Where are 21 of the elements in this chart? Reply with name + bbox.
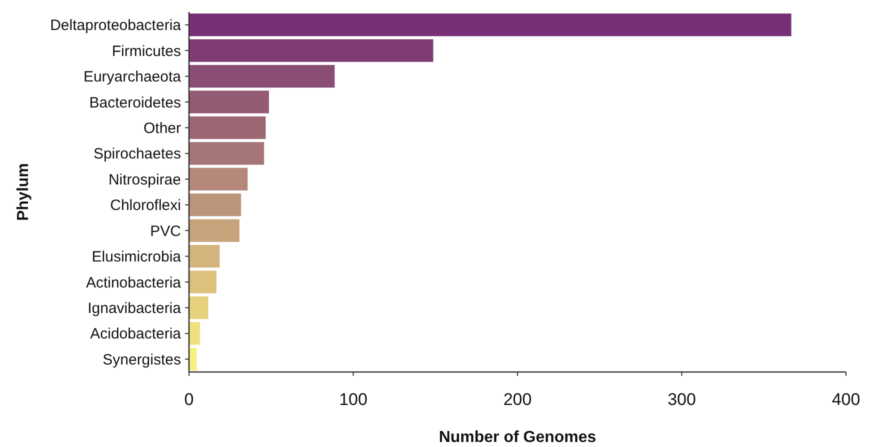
y-tick-label: Other xyxy=(143,120,182,137)
y-tick-label: Euryarchaeota xyxy=(83,68,182,86)
x-axis-title: Number of Genomes xyxy=(438,429,596,446)
x-tick-label: 300 xyxy=(668,390,696,409)
y-tick-label: Spirochaetes xyxy=(93,146,181,163)
y-tick-label: Actinobacteria xyxy=(86,274,182,292)
x-tick-label: 0 xyxy=(184,390,194,409)
x-tick-label: 200 xyxy=(503,390,532,409)
y-tick-label: Elusimicrobia xyxy=(92,248,182,266)
y-tick-label: PVC xyxy=(150,222,182,240)
y-tick-label: Ignavibacteria xyxy=(88,300,182,317)
y-tick-label: Chloroflexi xyxy=(110,197,181,214)
y-tick-label: Acidobacteria xyxy=(90,326,182,343)
y-tick-label: Nitrospirae xyxy=(108,171,181,188)
x-tick-label: 100 xyxy=(339,390,368,409)
y-axis-title: Phylum xyxy=(15,163,32,221)
y-tick-label: Firmicutes xyxy=(112,42,181,60)
y-tick-label: Deltaproteobacteria xyxy=(50,17,182,34)
y-tick-label: Bacteroidetes xyxy=(89,94,181,112)
x-tick-label: 400 xyxy=(832,390,860,409)
y-tick-label: Synergistes xyxy=(102,351,181,368)
